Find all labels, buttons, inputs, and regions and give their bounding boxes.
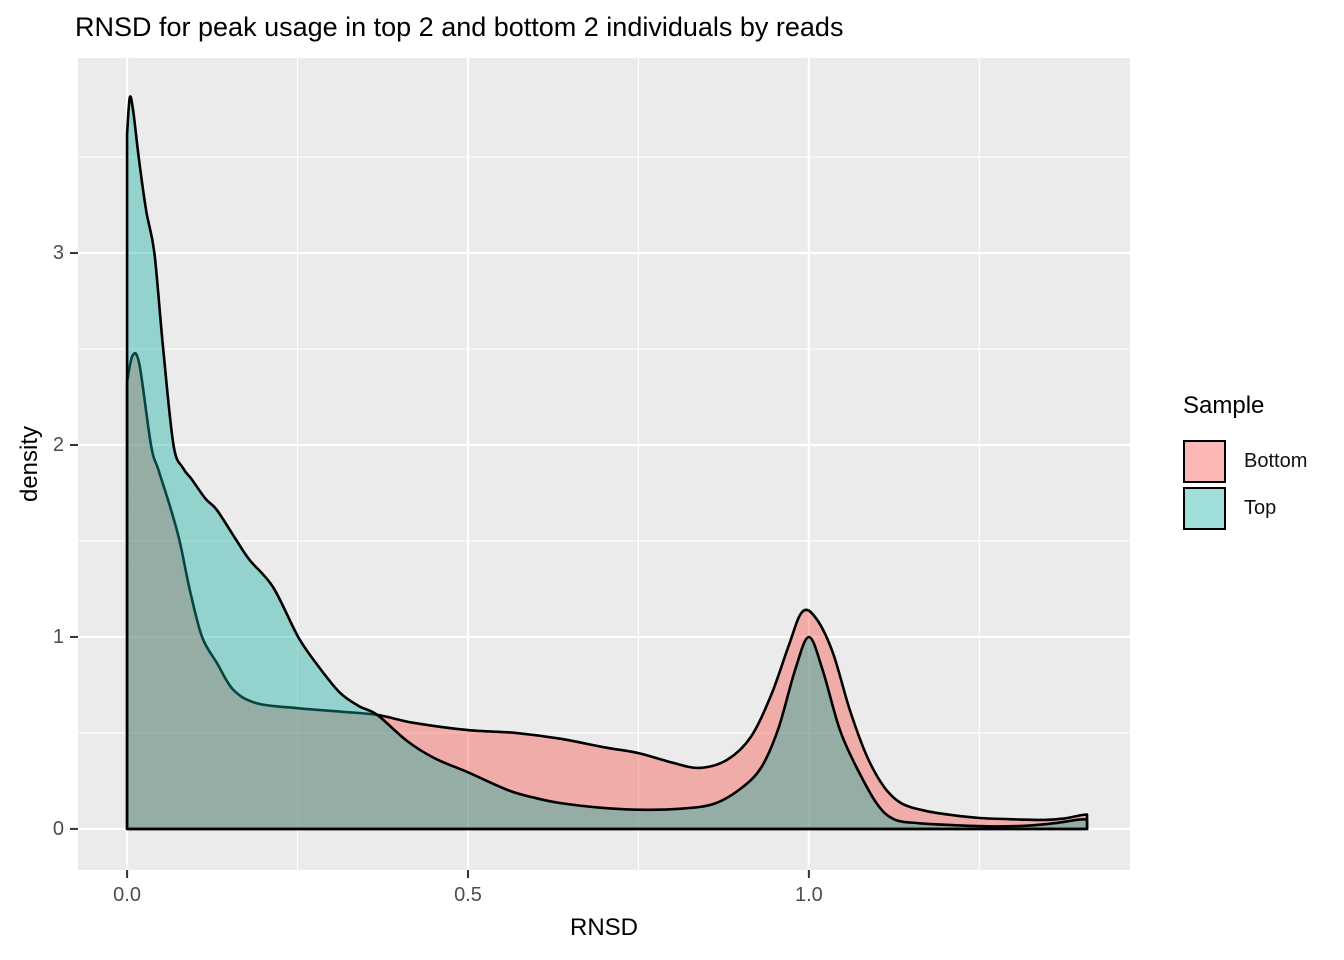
panel-bg-rect [78, 58, 1130, 870]
legend-title: Sample [1183, 392, 1265, 419]
y-tick-label: 3 [52, 242, 64, 265]
minor-gridlines [78, 58, 1130, 870]
legend: Sample Bottom Top [1183, 392, 1307, 534]
x-tick-label: 1.0 [794, 884, 823, 906]
legend-label-bottom: Bottom [1244, 450, 1308, 472]
plot-title: RNSD for peak usage in top 2 and bottom … [75, 12, 844, 42]
y-tick-label: 1 [52, 625, 64, 648]
panel-background [78, 58, 1130, 870]
legend-swatch-bottom [1183, 440, 1226, 483]
y-tick-label: 2 [52, 433, 64, 456]
y-tick-label: 0 [52, 817, 64, 840]
y-axis-title: density [16, 425, 43, 503]
x-tick-label: 0.0 [113, 884, 141, 906]
legend-swatch-top [1183, 487, 1226, 530]
x-axis-title: RNSD [569, 914, 639, 941]
legend-label-top: Top [1244, 497, 1277, 519]
density-area-bottom [125, 351, 1089, 831]
legend-entry-bottom: Bottom [1183, 440, 1307, 483]
density-areas [125, 95, 1089, 831]
axis-tick-marks [70, 252, 810, 878]
x-tick-label: 0.5 [454, 884, 482, 906]
legend-entry-top: Top [1183, 487, 1307, 530]
density-area-top [125, 95, 1089, 831]
